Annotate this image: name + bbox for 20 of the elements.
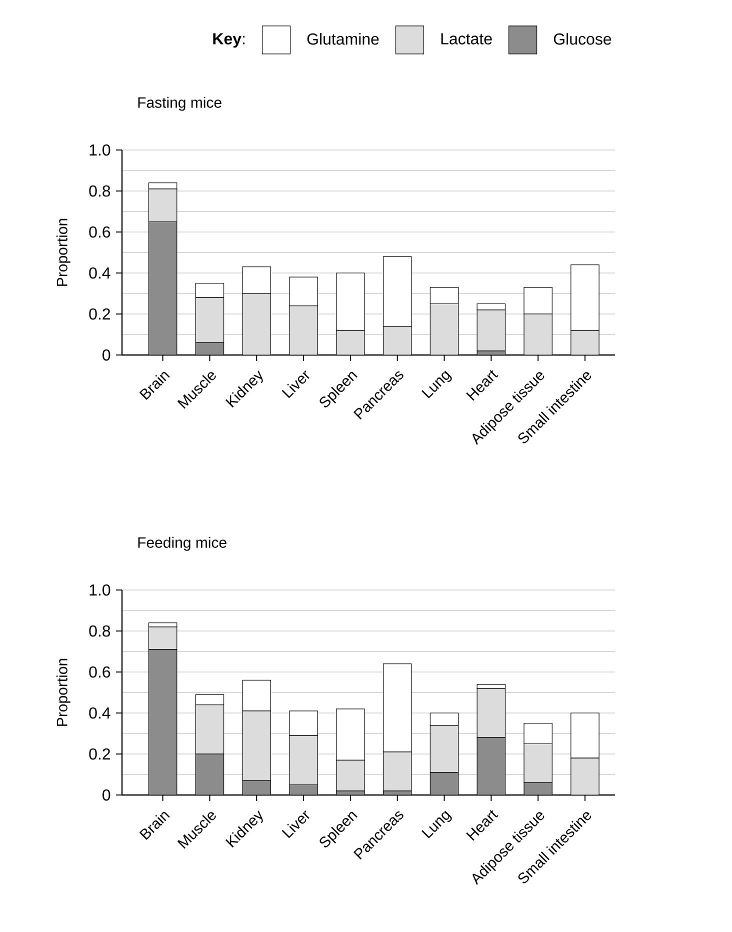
y-tick-label: 0.4 — [89, 267, 110, 279]
y-tick-label: 0.2 — [89, 308, 110, 320]
y-tick-label: 0.6 — [89, 226, 110, 238]
y-tick-label: 1.0 — [90, 144, 110, 156]
y-axis-title: Proportion — [56, 658, 70, 726]
chart-title: Feeding mice — [138, 536, 226, 551]
y-tick-label: 1.0 — [90, 584, 110, 596]
y-axis-title: Proportion — [56, 218, 70, 286]
y-tick-label: 0.6 — [89, 666, 110, 678]
y-tick-label: 0.4 — [89, 707, 110, 719]
legend-title: Key: — [213, 33, 244, 48]
y-tick-label: 0.8 — [89, 185, 110, 197]
chart-title: Fasting mice — [138, 96, 222, 111]
legend-label: Glutamine — [307, 32, 379, 45]
legend-label: Lactate — [441, 33, 492, 44]
y-tick-label: 0 — [102, 789, 110, 801]
y-tick-label: 0.8 — [89, 625, 110, 637]
y-tick-label: 0.2 — [89, 748, 110, 760]
y-tick-label: 0 — [102, 349, 110, 361]
legend-label: Glucose — [554, 32, 612, 45]
